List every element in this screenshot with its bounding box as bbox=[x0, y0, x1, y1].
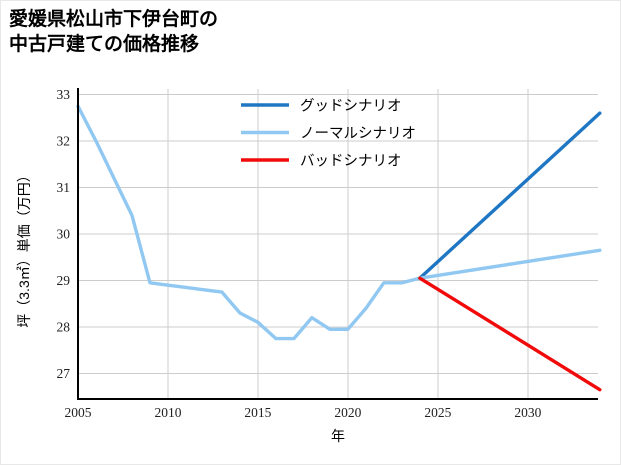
series-line-ノーマルシナリオ bbox=[418, 248, 602, 280]
axes-group bbox=[76, 88, 598, 401]
legend-label-グッドシナリオ: グッドシナリオ bbox=[300, 98, 402, 115]
series-line-実績 bbox=[76, 104, 422, 341]
x-tick-label: 2015 bbox=[244, 405, 271, 420]
y-tick-label: 30 bbox=[57, 227, 71, 242]
series-line-グッドシナリオ bbox=[418, 111, 602, 280]
page-title: 愛媛県松山市下伊台町の 中古戸建ての価格推移 bbox=[9, 9, 219, 56]
y-tick-label: 29 bbox=[57, 273, 71, 288]
y-tick-label: 27 bbox=[57, 366, 71, 381]
y-tick-labels: 27 28 29 30 31 32 33 bbox=[57, 87, 71, 381]
x-tick-label: 2005 bbox=[65, 405, 92, 420]
y-tick-label: 28 bbox=[57, 319, 71, 334]
x-tick-label: 2025 bbox=[424, 405, 451, 420]
y-tick-label: 31 bbox=[57, 180, 71, 195]
legend-label-ノーマルシナリオ: ノーマルシナリオ bbox=[300, 126, 416, 142]
series-group bbox=[76, 104, 602, 392]
x-tick-labels: 2005 2010 2015 2020 2025 2030 bbox=[65, 405, 542, 420]
x-axis-title: 年 bbox=[331, 428, 345, 444]
x-tick-label: 2030 bbox=[514, 405, 541, 420]
series-line-バッドシナリオ bbox=[418, 276, 602, 392]
x-tick-label: 2010 bbox=[154, 405, 181, 420]
legend-label-バッドシナリオ: バッドシナリオ bbox=[300, 154, 402, 170]
y-axis-title: 坪（3.3㎡）単価（万円） bbox=[16, 168, 32, 327]
y-tick-label: 32 bbox=[57, 134, 71, 149]
x-tick-label: 2020 bbox=[334, 405, 361, 420]
y-tick-label: 33 bbox=[57, 87, 71, 102]
